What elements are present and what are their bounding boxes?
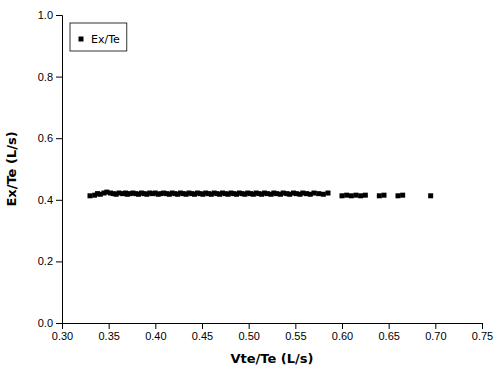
legend-swatch <box>79 37 84 42</box>
tick-label: 0.70 <box>425 330 446 342</box>
point <box>400 193 405 198</box>
tick-label: 0.2 <box>38 255 53 267</box>
x-axis: 0.30 0.35 0.40 0.45 0.50 0.55 0.60 0.65 0.70 0.75 <box>52 323 493 342</box>
tick: 0.8 <box>38 71 62 83</box>
tick-mark <box>249 323 250 329</box>
tick-label: 0.4 <box>38 194 53 206</box>
tick-label: 0.50 <box>238 330 259 342</box>
tick-mark <box>435 323 436 329</box>
point <box>363 193 368 198</box>
tick: 0.40 <box>145 323 166 342</box>
tick-label: 1.0 <box>38 9 53 21</box>
tick-mark <box>202 323 203 329</box>
axis-domain <box>56 16 63 324</box>
point <box>326 191 331 196</box>
x-axis-label: Vte/Te (L/s) <box>231 351 314 366</box>
tick: 0.6 <box>38 132 62 144</box>
chart: 0.30 0.35 0.40 0.45 0.50 0.55 0.60 0.65 0.70 0.75… <box>0 0 500 375</box>
tick-mark <box>56 323 62 324</box>
point <box>428 193 433 198</box>
tick-label: 0.0 <box>38 317 53 329</box>
tick: 0.35 <box>98 323 119 342</box>
y-axis-label: Ex/Te (L/s) <box>4 131 19 206</box>
point <box>354 193 359 198</box>
tick: 0.70 <box>425 323 446 342</box>
tick-label: 0.35 <box>98 330 119 342</box>
tick: 0.30 <box>52 323 73 342</box>
tick: 0.0 <box>38 317 62 329</box>
points <box>88 190 434 199</box>
tick-label: 0.75 <box>472 330 493 342</box>
tick-mark <box>295 323 296 329</box>
tick-mark <box>56 15 62 16</box>
point <box>358 193 363 198</box>
plot-area: 0.30 0.35 0.40 0.45 0.50 0.55 0.60 0.65 0.70 0.75… <box>38 9 494 342</box>
tick-mark <box>389 323 390 329</box>
point <box>344 193 349 198</box>
tick-mark <box>56 138 62 139</box>
tick-label: 0.8 <box>38 71 53 83</box>
tick: 0.55 <box>285 323 306 342</box>
tick-mark <box>342 323 343 329</box>
legend-frame <box>70 23 127 51</box>
tick-mark <box>482 323 483 329</box>
tick-label: 0.30 <box>52 330 73 342</box>
tick-mark <box>56 261 62 262</box>
point <box>316 191 321 196</box>
point <box>396 193 401 198</box>
y-axis: 0.0 0.2 0.4 0.6 0.8 1.0 <box>38 9 63 329</box>
tick: 1.0 <box>38 9 62 21</box>
legend-label: Ex/Te <box>91 33 120 46</box>
tick-mark <box>56 77 62 78</box>
tick-label: 0.60 <box>332 330 353 342</box>
tick: 0.50 <box>238 323 259 342</box>
tick-label: 0.40 <box>145 330 166 342</box>
axis-domain <box>63 324 483 330</box>
tick: 0.2 <box>38 255 62 267</box>
point <box>312 191 317 196</box>
point <box>88 193 93 198</box>
point <box>340 193 345 198</box>
tick-mark <box>109 323 110 329</box>
point <box>349 193 354 198</box>
tick-mark <box>155 323 156 329</box>
tick-label: 0.6 <box>38 132 53 144</box>
point <box>377 193 382 198</box>
tick: 0.75 <box>472 323 493 342</box>
point <box>382 193 387 198</box>
legend: Ex/Te <box>70 23 127 51</box>
tick: 0.4 <box>38 194 62 206</box>
tick-label: 0.55 <box>285 330 306 342</box>
tick-label: 0.65 <box>378 330 399 342</box>
tick-label: 0.45 <box>192 330 213 342</box>
point <box>321 192 326 197</box>
tick: 0.45 <box>192 323 213 342</box>
tick: 0.60 <box>332 323 353 342</box>
tick: 0.65 <box>378 323 399 342</box>
tick-mark <box>56 200 62 201</box>
